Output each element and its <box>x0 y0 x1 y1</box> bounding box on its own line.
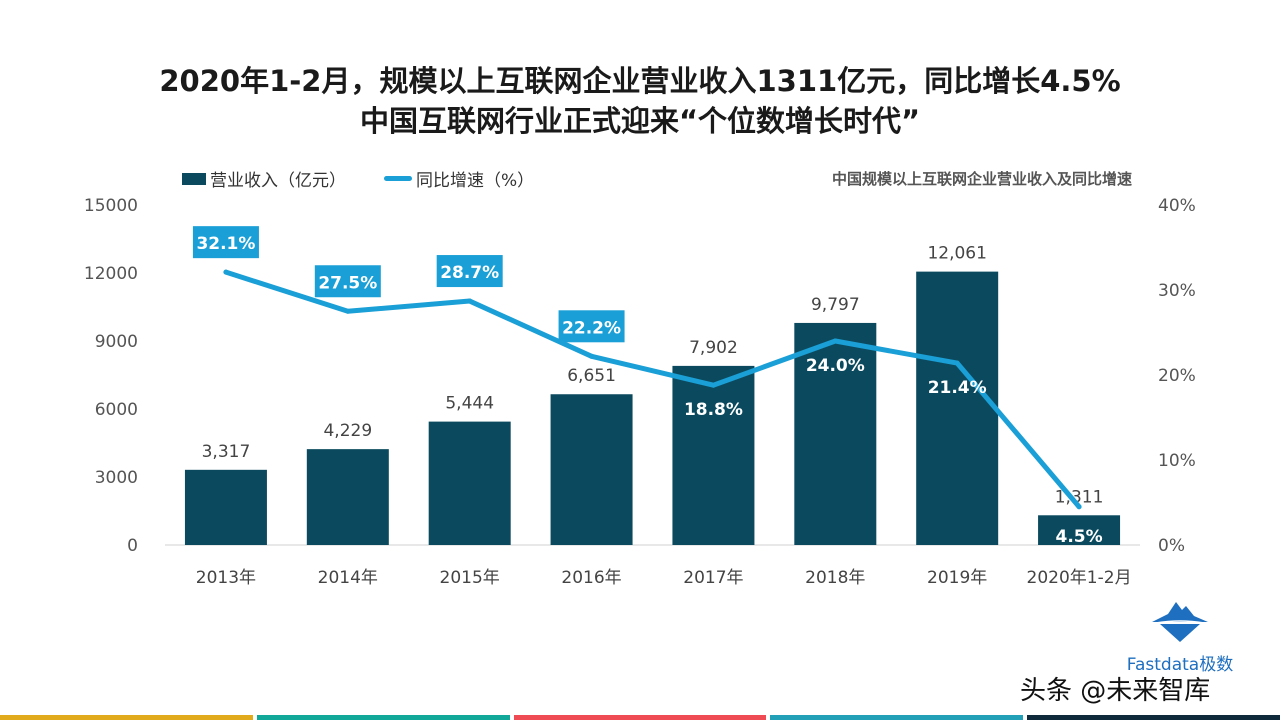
growth-label-box <box>314 265 381 298</box>
growth-label: 27.5% <box>318 273 377 293</box>
bar <box>184 469 267 545</box>
growth-point <box>589 353 595 359</box>
left-tick-label: 15000 <box>84 196 138 216</box>
growth-point <box>345 308 351 314</box>
category-label: 2020年1-2月 <box>1027 568 1132 588</box>
left-tick-label: 12000 <box>84 264 138 284</box>
growth-label: 4.5% <box>1055 527 1102 547</box>
right-tick-label: 20% <box>1158 366 1196 386</box>
growth-label: 22.2% <box>562 318 621 338</box>
bar <box>1038 515 1121 545</box>
fastdata-logo: Fastdata极数 <box>1110 600 1250 675</box>
bar <box>672 365 755 545</box>
category-label: 2014年 <box>318 568 378 588</box>
legend-label: 同比增速（%） <box>416 171 535 191</box>
bar-value-label: 12,061 <box>927 244 986 264</box>
growth-line <box>223 269 1082 510</box>
stripe <box>1027 715 1280 720</box>
legend-item-growth: 同比增速（%） <box>384 166 534 191</box>
category-label: 2018年 <box>805 568 865 588</box>
growth-point <box>710 382 716 388</box>
growth-label: 24.0% <box>806 356 865 376</box>
stripe <box>256 715 510 720</box>
left-tick-label: 3000 <box>95 468 138 488</box>
right-tick-label: 0% <box>1158 536 1185 556</box>
growth-label-box <box>558 310 625 343</box>
right-tick-label: 30% <box>1158 281 1196 301</box>
category-label: 2017年 <box>683 568 743 588</box>
category-label: 2015年 <box>440 568 500 588</box>
stripe <box>0 715 253 720</box>
bar <box>550 394 633 545</box>
growth-point <box>1076 504 1082 510</box>
growth-point <box>954 360 960 366</box>
bar-value-label: 3,317 <box>202 442 251 462</box>
bar <box>916 271 999 545</box>
bar-value-label: 6,651 <box>567 366 616 386</box>
bar-value-label: 5,444 <box>445 394 494 414</box>
growth-point <box>223 269 229 275</box>
legend-item-revenue: 营业收入（亿元） <box>182 166 346 191</box>
category-label: 2016年 <box>561 568 621 588</box>
growth-label: 18.8% <box>684 400 743 420</box>
bar <box>306 449 389 545</box>
stripe <box>513 715 767 720</box>
left-tick-label: 6000 <box>95 400 138 420</box>
growth-point <box>467 298 473 304</box>
category-label: 2013年 <box>196 568 256 588</box>
right-tick-label: 10% <box>1158 451 1196 471</box>
legend-swatch-line <box>384 176 412 181</box>
bar <box>428 421 511 545</box>
footer-stripes <box>0 715 1280 720</box>
growth-label-box <box>436 255 503 288</box>
iceberg-icon <box>1152 602 1208 642</box>
growth-label-box <box>192 226 259 259</box>
title-line-1: 2020年1-2月，规模以上互联网企业营业收入1311亿元，同比增长4.5% <box>159 64 1121 98</box>
chart-title: 中国规模以上互联网企业营业收入及同比增速 <box>831 170 1132 188</box>
growth-label: 28.7% <box>440 263 499 283</box>
watermark: 头条 @未来智库 <box>1020 676 1211 706</box>
title-line-2: 中国互联网行业正式迎来“个位数增长时代” <box>359 104 921 138</box>
stripe <box>770 715 1024 720</box>
bar-value-label: 7,902 <box>689 338 738 358</box>
growth-label: 32.1% <box>196 234 255 254</box>
left-tick-label: 0 <box>127 536 138 556</box>
category-label: 2019年 <box>927 568 987 588</box>
bar-value-label: 4,229 <box>323 421 372 441</box>
left-tick-label: 9000 <box>95 332 138 352</box>
legend-label: 营业收入（亿元） <box>210 171 346 191</box>
legend-swatch-bar <box>182 172 206 185</box>
right-tick-label: 40% <box>1158 196 1196 216</box>
bar-value-label: 9,797 <box>811 295 860 315</box>
bar <box>794 322 877 545</box>
growth-point <box>832 338 838 344</box>
growth-label: 21.4% <box>928 378 987 398</box>
